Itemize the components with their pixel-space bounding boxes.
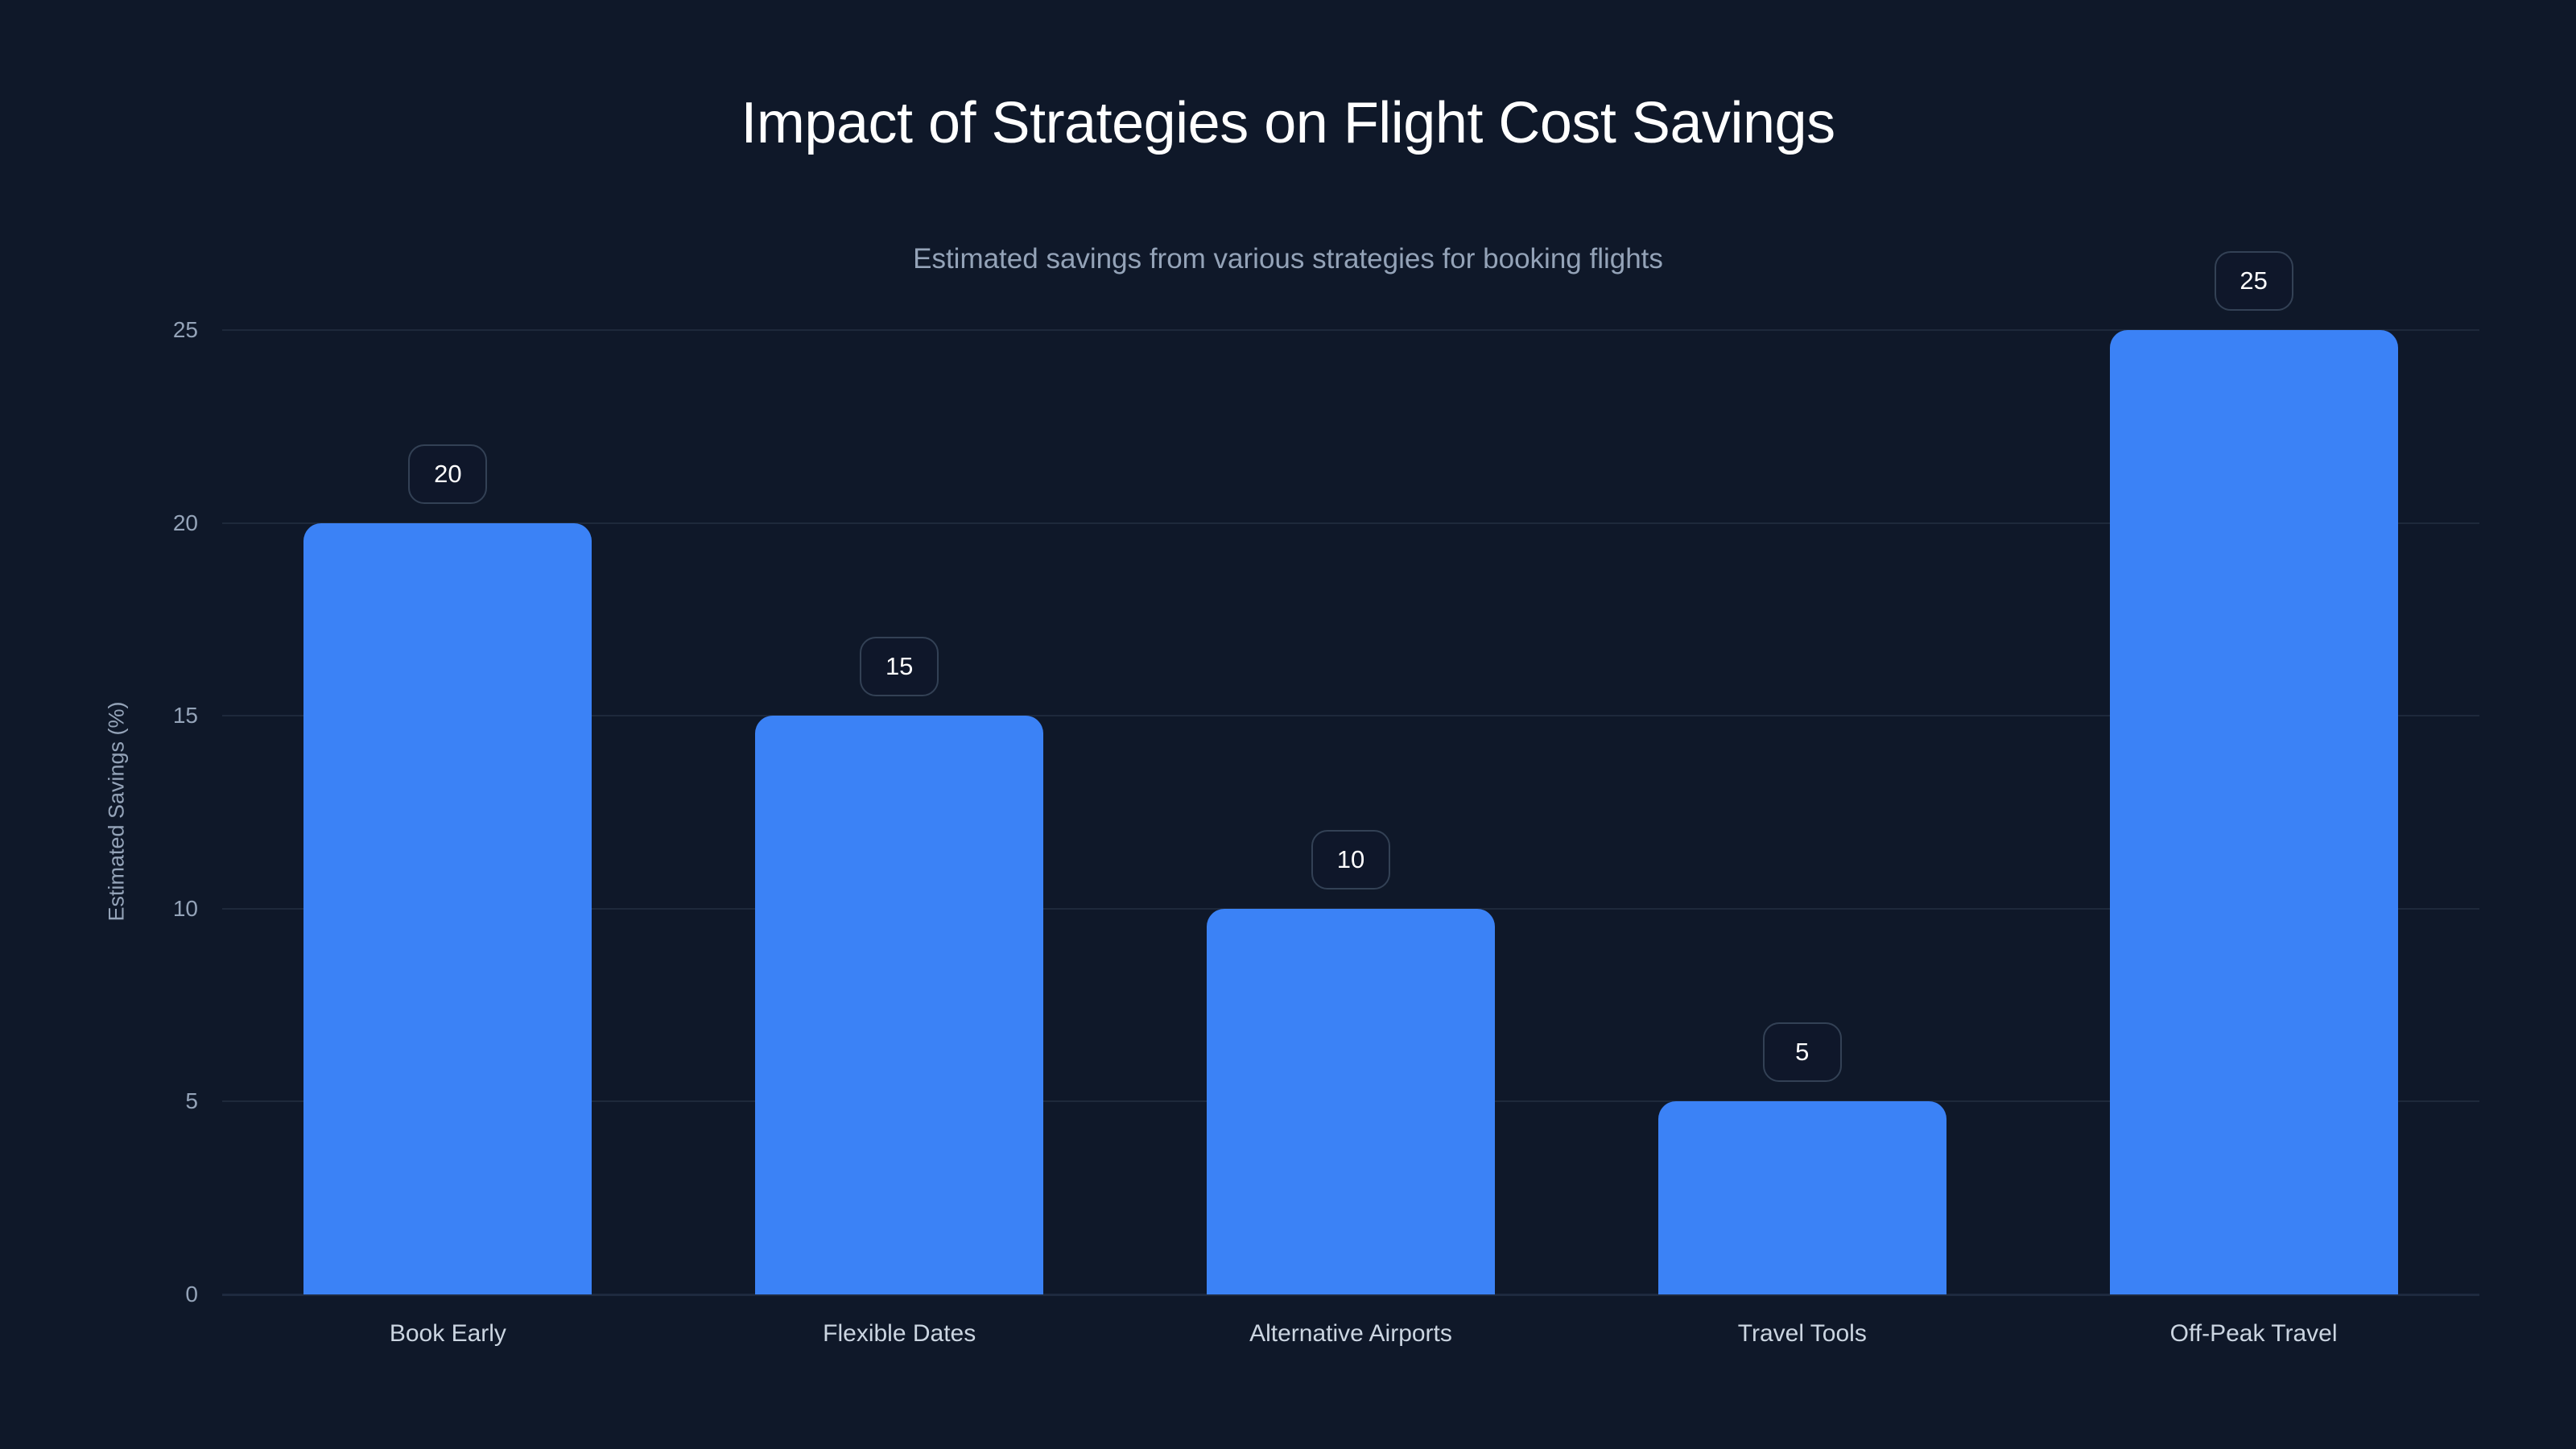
- value-label: 20: [408, 444, 488, 504]
- x-tick-label: Book Early: [389, 1320, 506, 1347]
- y-tick-label: 25: [172, 317, 198, 342]
- chart-subtitle: Estimated savings from various strategie…: [913, 243, 1663, 275]
- y-tick-label: 0: [185, 1282, 198, 1307]
- gridline: [222, 329, 2479, 331]
- y-tick-label: 15: [172, 703, 198, 729]
- value-label: 15: [860, 637, 939, 697]
- gridline: [222, 522, 2479, 524]
- gridline: [222, 715, 2479, 717]
- value-label: 10: [1311, 829, 1390, 890]
- y-tick-label: 10: [172, 895, 198, 921]
- y-tick-label: 20: [172, 510, 198, 535]
- value-label: 5: [1762, 1022, 1842, 1083]
- bar-flexible-dates[interactable]: [755, 716, 1044, 1294]
- chart-title: Impact of Strategies on Flight Cost Savi…: [741, 91, 1835, 155]
- value-label: 25: [2214, 251, 2293, 311]
- bar-alternative-airports[interactable]: [1207, 908, 1495, 1294]
- gridline: [222, 907, 2479, 910]
- gridline: [222, 1294, 2479, 1296]
- x-tick-label: Off-Peak Travel: [2169, 1320, 2338, 1347]
- y-tick-label: 5: [185, 1088, 198, 1114]
- x-tick-label: Flexible Dates: [823, 1320, 976, 1347]
- y-axis-label: Estimated Savings (%): [104, 701, 129, 922]
- bar-book-early[interactable]: [303, 522, 592, 1294]
- bar-off-peak-travel[interactable]: [2109, 330, 2398, 1294]
- x-tick-label: Travel Tools: [1737, 1320, 1867, 1347]
- plot-area: 0 5 10 15 20 25 20 15 10 5 25: [173, 251, 2479, 1307]
- x-tick-label: Alternative Airports: [1249, 1320, 1452, 1347]
- bar-travel-tools[interactable]: [1657, 1101, 1946, 1294]
